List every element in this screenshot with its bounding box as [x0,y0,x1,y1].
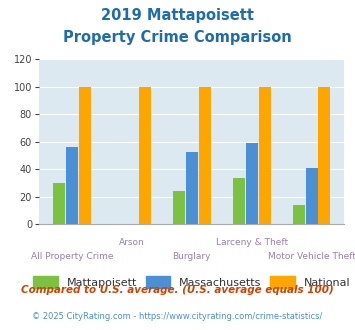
Bar [246,143,258,224]
Bar [139,87,151,224]
Bar [173,191,185,224]
Legend: Mattapoisett, Massachusetts, National: Mattapoisett, Massachusetts, National [33,276,350,288]
Text: Motor Vehicle Theft: Motor Vehicle Theft [268,252,355,261]
Text: © 2025 CityRating.com - https://www.cityrating.com/crime-statistics/: © 2025 CityRating.com - https://www.city… [32,312,323,321]
Bar [258,87,271,224]
Bar [186,151,198,224]
Text: Burglary: Burglary [173,252,211,261]
Bar [306,168,318,224]
Bar [53,183,65,224]
Bar [198,87,211,224]
Bar [66,148,78,224]
Bar [79,87,91,224]
Text: All Property Crime: All Property Crime [31,252,113,261]
Bar [233,178,245,224]
Text: Property Crime Comparison: Property Crime Comparison [63,30,292,45]
Bar [318,87,331,224]
Text: Arson: Arson [119,238,144,247]
Text: Larceny & Theft: Larceny & Theft [215,238,288,247]
Text: Compared to U.S. average. (U.S. average equals 100): Compared to U.S. average. (U.S. average … [21,285,334,295]
Bar [293,205,305,224]
Text: 2019 Mattapoisett: 2019 Mattapoisett [101,8,254,23]
